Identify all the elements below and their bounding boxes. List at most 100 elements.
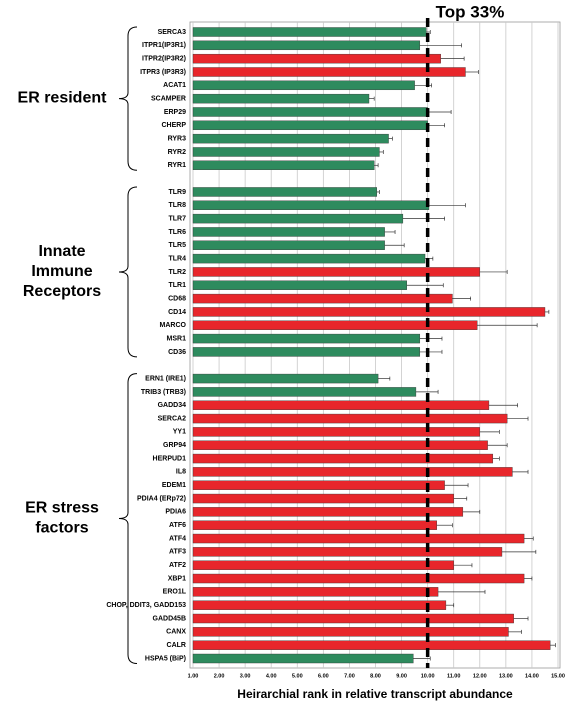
x-tick-label: 8.00	[370, 673, 381, 679]
x-tick-label: 11.00	[447, 673, 460, 679]
category-label: SCAMPER	[151, 95, 186, 102]
bar	[192, 347, 421, 357]
bar	[192, 267, 480, 277]
group-label-line: Innate	[38, 243, 85, 260]
bar	[192, 53, 441, 64]
category-label: TLR2	[169, 269, 187, 276]
bar	[192, 467, 513, 477]
bar	[192, 533, 525, 544]
category-label: GADD34	[158, 402, 187, 409]
bar	[192, 187, 378, 197]
category-label: ERO1L	[163, 589, 187, 596]
bar	[192, 67, 466, 77]
category-label: ITPR3 (IP3R3)	[140, 69, 186, 76]
annotation: Top 33%	[436, 2, 505, 21]
category-label: TLR5	[169, 242, 187, 249]
bar	[192, 373, 379, 384]
category-label: MARCO	[160, 322, 187, 329]
bar	[192, 280, 407, 290]
category-label: MSR1	[167, 335, 187, 342]
category-label: ATF6	[169, 522, 186, 529]
category-label: ITPR2(IP3R2)	[142, 56, 186, 63]
bar	[192, 333, 421, 344]
bar	[192, 253, 426, 264]
group-label-line: Receptors	[23, 283, 101, 300]
bar	[192, 160, 375, 171]
category-label: ATF3	[169, 549, 186, 556]
x-tick-label: 4.00	[266, 673, 277, 679]
x-tick-label: 15.00	[551, 673, 565, 679]
bar	[192, 107, 428, 117]
x-tick-label: 14.00	[525, 673, 539, 679]
category-label: PDIA4 (ERp72)	[137, 495, 186, 502]
category-label: RYR1	[168, 162, 187, 169]
group-label: ER stress factors	[25, 500, 99, 537]
category-label: SERCA2	[158, 415, 187, 422]
bar	[192, 427, 480, 437]
group-label-line: Immune	[31, 263, 92, 280]
bar	[192, 93, 370, 104]
category-label: CD14	[168, 309, 186, 316]
category-label: TLR1	[169, 282, 187, 289]
bracket	[118, 186, 138, 358]
category-label: XBP1	[168, 575, 186, 582]
category-label: CALR	[167, 642, 186, 649]
bracket	[118, 373, 138, 665]
bar	[192, 293, 453, 304]
category-label: SERCA3	[158, 29, 187, 36]
category-label: RYR3	[168, 135, 187, 142]
bar	[192, 560, 454, 570]
x-tick-label: 6.00	[318, 673, 329, 679]
bar	[192, 27, 427, 37]
bracket	[118, 26, 138, 171]
bar	[192, 627, 509, 637]
category-label: ATF2	[169, 562, 186, 569]
category-label: CD68	[168, 295, 186, 302]
category-label: ERP29	[164, 109, 186, 116]
x-tick-label: 13.00	[499, 673, 513, 679]
bar	[192, 413, 508, 424]
x-axis-label: Heirarchial rank in relative transcript …	[237, 687, 513, 701]
bar	[192, 480, 445, 490]
group-label-line: ER stress	[25, 500, 99, 517]
category-label: TLR6	[169, 229, 187, 236]
bar	[192, 453, 494, 464]
category-label: IL8	[176, 469, 186, 476]
category-label: PDIA6	[165, 509, 186, 516]
category-label: ERN1 (IRE1)	[145, 375, 186, 382]
bar	[192, 507, 464, 517]
bar	[192, 40, 421, 51]
category-label: ACAT1	[163, 82, 186, 89]
bar	[192, 520, 437, 530]
x-tick-label: 10.00	[421, 673, 435, 679]
group-label: ER resident	[18, 90, 108, 107]
category-label: YY1	[173, 429, 186, 436]
bar	[192, 80, 415, 91]
bar	[192, 640, 551, 650]
category-label: CHOP, DDIT3, GADD153	[106, 602, 186, 609]
x-tick-label: 1.00	[188, 673, 199, 679]
bar	[192, 240, 385, 250]
bar	[192, 587, 439, 597]
x-tick-label: 2.00	[214, 673, 225, 679]
bar	[192, 133, 389, 144]
category-label: TLR9	[169, 189, 187, 196]
group-label: Innate Immune Receptors	[23, 243, 101, 300]
x-tick-label: 12.00	[473, 673, 487, 679]
x-tick-label: 7.00	[344, 673, 355, 679]
bar	[192, 600, 447, 610]
bar	[192, 120, 428, 131]
category-label: GADD45B	[153, 615, 186, 622]
group-label-line: ER resident	[18, 90, 108, 107]
category-label: TLR4	[169, 255, 187, 262]
bar	[192, 200, 430, 210]
group-label-line: factors	[35, 520, 88, 537]
category-label: ATF4	[169, 535, 186, 542]
bar	[192, 307, 546, 317]
bar	[192, 320, 478, 330]
bar	[192, 147, 380, 157]
category-label: CD36	[168, 349, 186, 356]
bar	[192, 547, 503, 557]
bar	[192, 573, 525, 584]
